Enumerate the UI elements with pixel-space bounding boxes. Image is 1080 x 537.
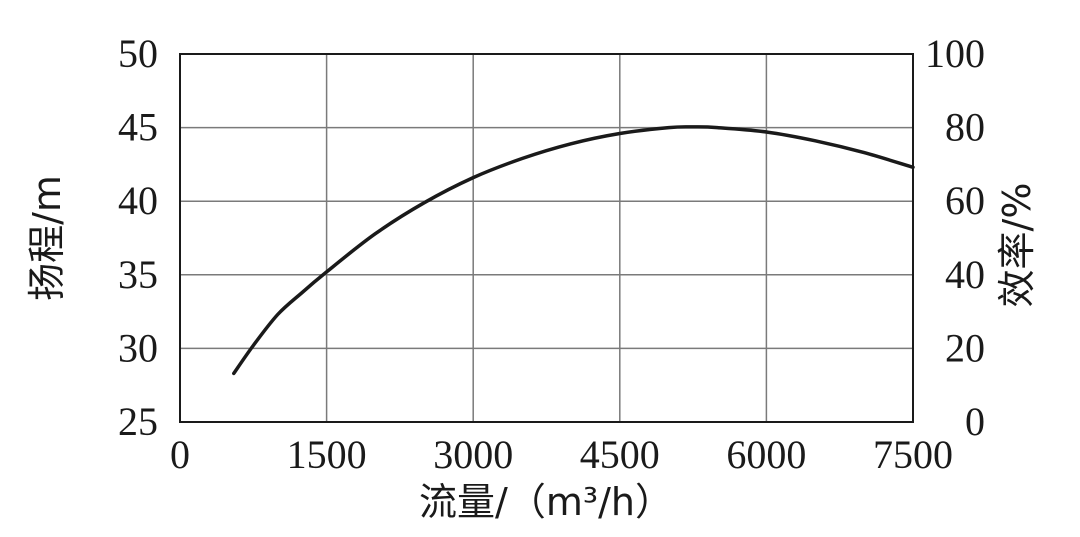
x-tick-label: 6000	[726, 432, 806, 477]
y-tick-label: 25	[118, 399, 158, 444]
y2-axis-title: 效率/%	[995, 183, 1039, 308]
y2-tick-labels: 0 20 40 60 80 100	[925, 31, 985, 444]
y2-tick-label: 80	[945, 105, 985, 150]
x-tick-label: 4500	[580, 432, 660, 477]
series-lines	[232, 125, 915, 376]
x-tick-label: 1500	[287, 432, 367, 477]
y2-tick-label: 100	[925, 31, 985, 76]
y2-tick-label: 40	[945, 252, 985, 297]
y2-tick-label: 20	[945, 325, 985, 370]
x-tick-label: 0	[170, 432, 190, 477]
y-tick-label: 40	[118, 178, 158, 223]
grid-lines	[180, 54, 913, 422]
x-tick-labels: 0 1500 3000 4500 6000 7500	[170, 432, 953, 477]
x-tick-label: 7500	[873, 432, 953, 477]
y-tick-labels: 25 30 35 40 45 50	[118, 31, 158, 444]
y-tick-label: 45	[118, 105, 158, 150]
plot-frame	[179, 53, 914, 423]
y-tick-label: 35	[118, 252, 158, 297]
x-tick-label: 3000	[433, 432, 513, 477]
y2-tick-label: 60	[945, 178, 985, 223]
y-axis-title: 扬程/m	[25, 175, 69, 301]
series-line	[232, 125, 915, 376]
y-tick-label: 50	[118, 31, 158, 76]
y-tick-label: 30	[118, 325, 158, 370]
y2-tick-label: 0	[965, 399, 985, 444]
x-axis-title: 流量/（m³/h）	[419, 480, 673, 524]
